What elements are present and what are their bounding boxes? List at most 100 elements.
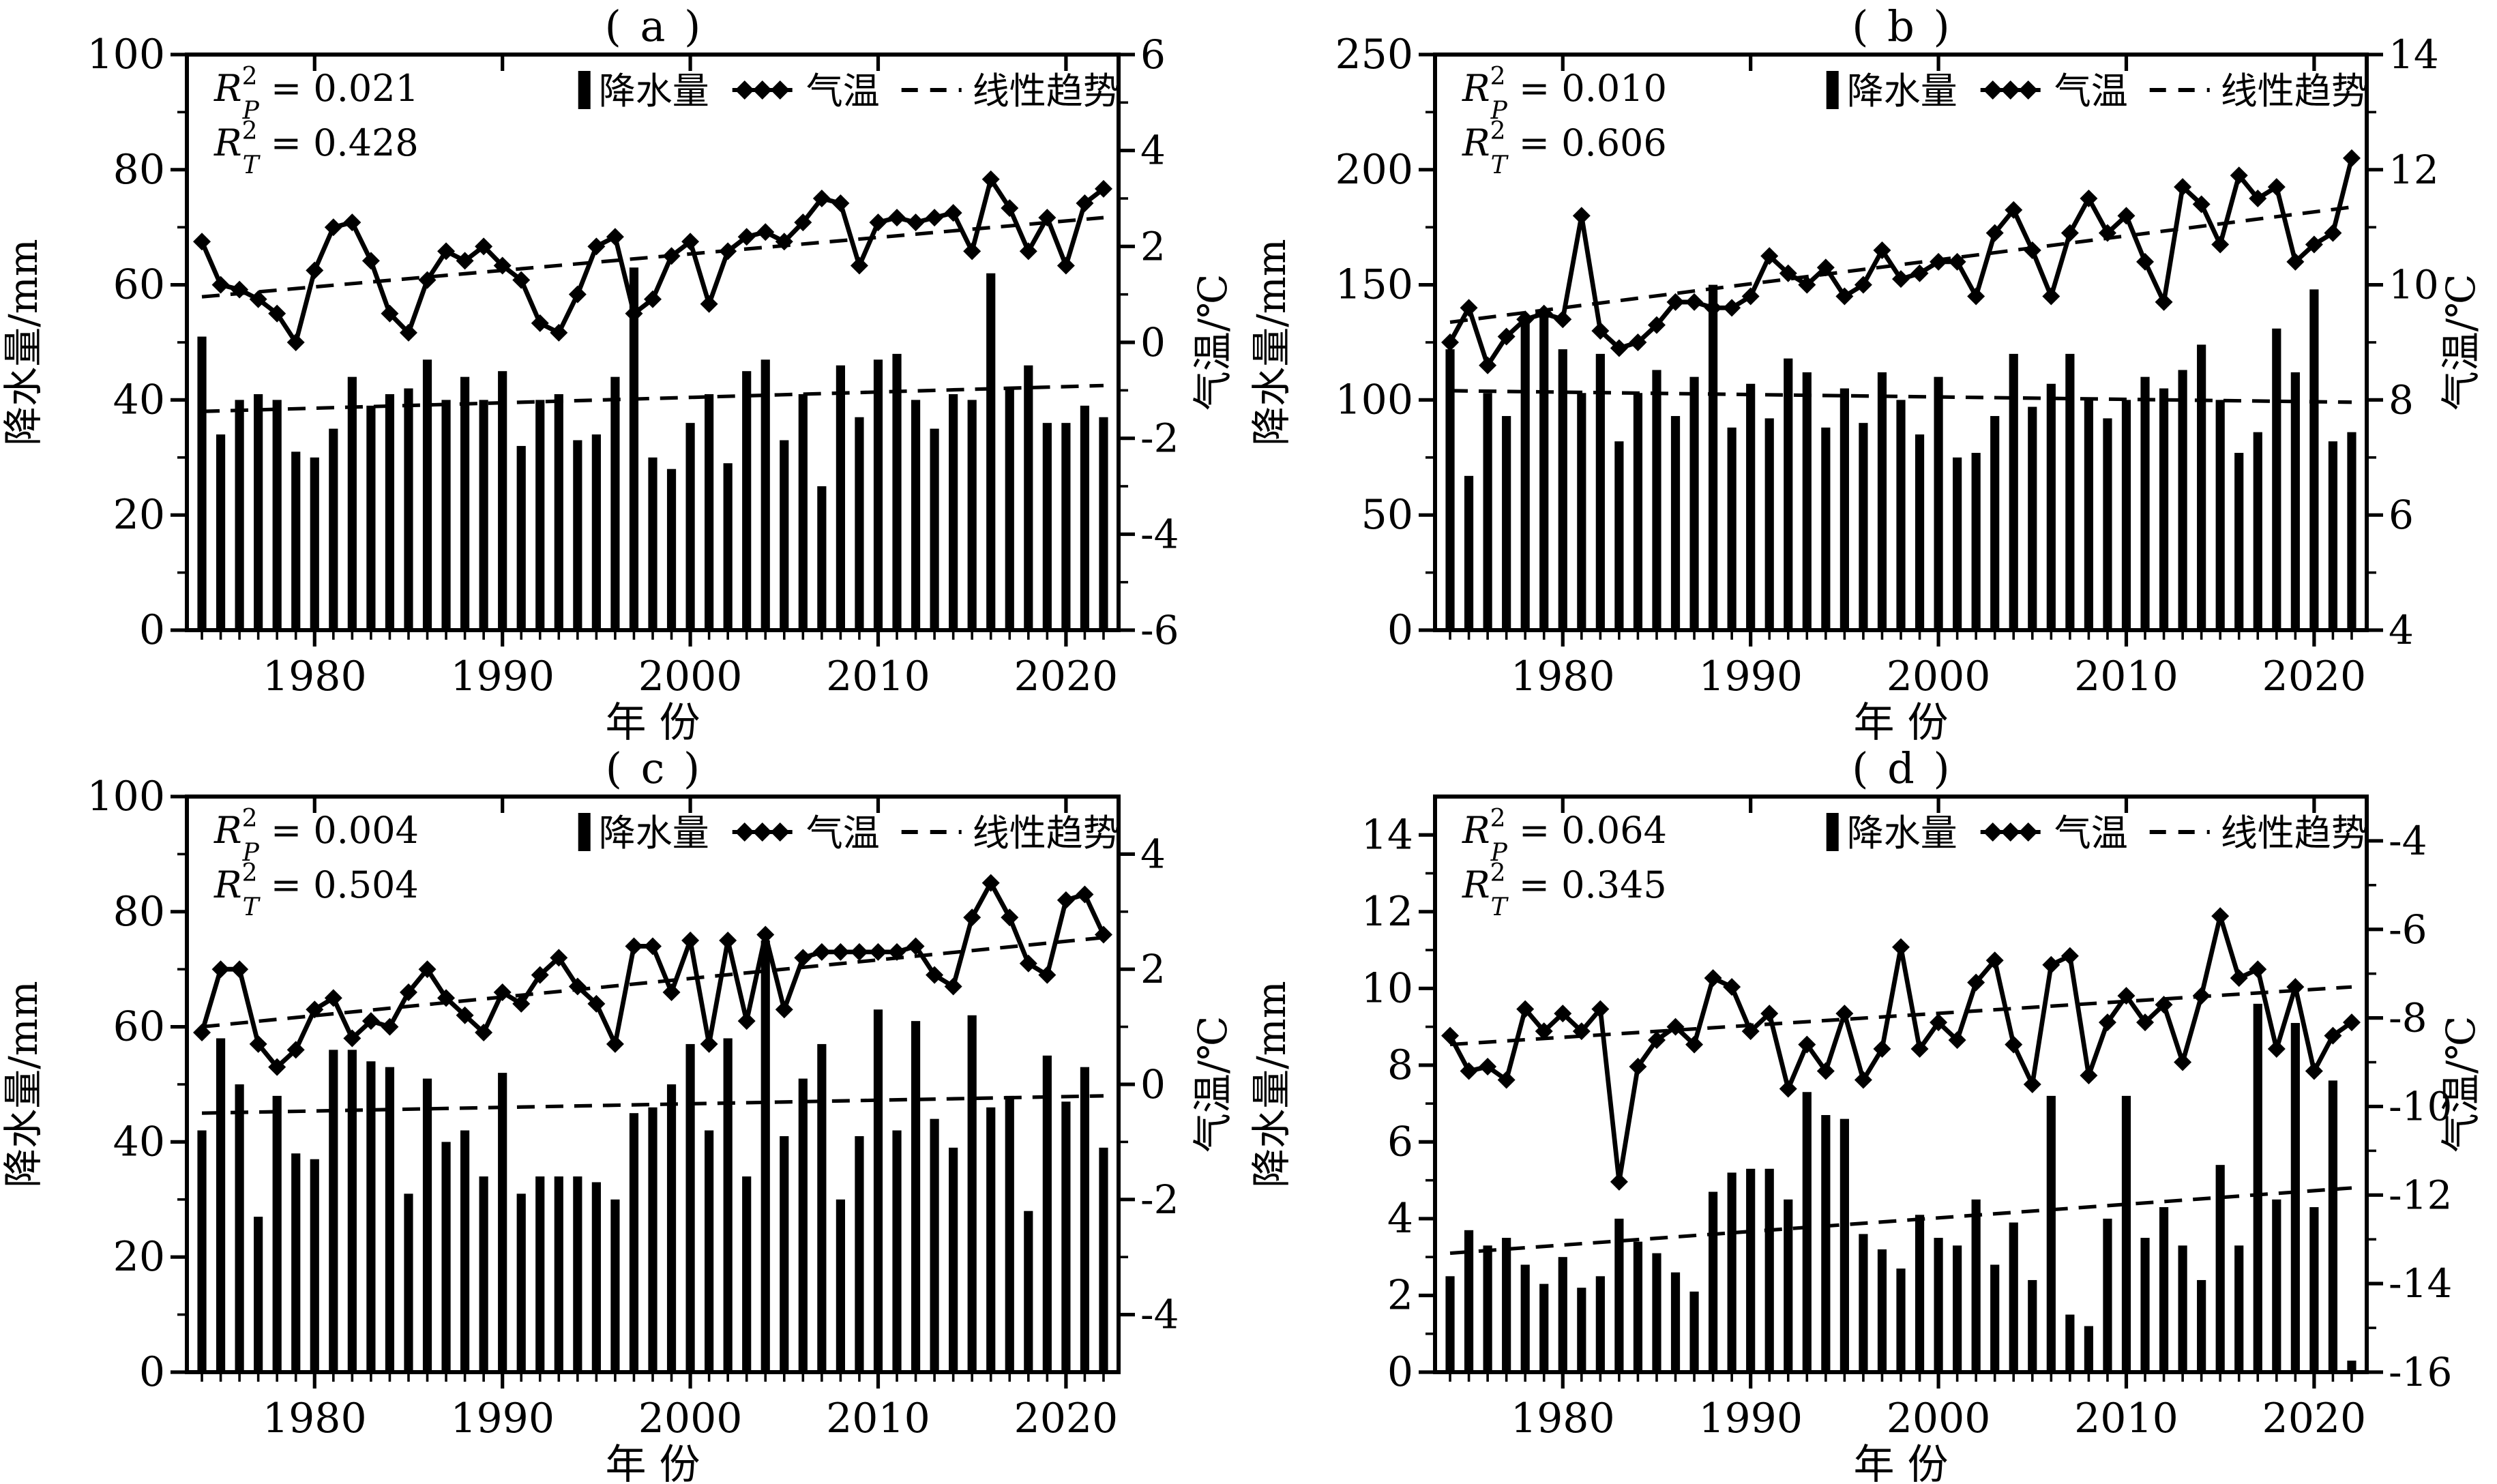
temp-point [775,233,793,251]
temp-point [625,937,643,955]
precip-bar [498,1073,507,1372]
right-axis-tick-label: 2 [1140,223,1166,269]
precip-bar [836,365,846,630]
temp-point [1572,207,1591,225]
temp-point [568,977,587,996]
precip-bar [911,1021,921,1372]
left-axis-tick-label: 4 [1387,1195,1413,1243]
precip-bar [2178,370,2187,630]
legend-temp-diamond-icon [735,80,754,100]
right-axis-tick-label: -14 [2389,1260,2452,1307]
legend-temp-diamond-icon [770,80,790,100]
temp-point [1910,1040,1929,1058]
precip-bar [1689,1291,1699,1372]
chart-c-precip-temp: 0 20 40 60 80 100 -4 -2 0 2 4 1980 1990 2000 2010 2020 降… [0,773,1236,1484]
precip-bar [2140,376,2150,630]
temp-point [1076,885,1094,904]
r-squared-annotation: R2 P = 0.064 [1462,805,1667,867]
temp-point [1572,1022,1591,1041]
legend-precip-swatch [1826,71,1839,109]
temp-point [1479,356,1497,374]
r-squared-annotation: R2 T = 0.428 [213,117,419,179]
precip-bar [1539,1283,1549,1372]
precip-bar [2215,1165,2225,1372]
legend-trend-label: 线性趋势 [2221,70,2368,113]
precip-bar [2028,406,2037,630]
temp-point [2023,1075,2041,1093]
precip-bar [2253,432,2262,630]
precip-bar [742,1176,752,1372]
temp-point [888,209,906,227]
precip-bar [723,1038,733,1372]
precip-bar [930,428,939,630]
x-axis-tick-label: 1990 [450,653,555,700]
temp-trend-line [201,216,1104,299]
precip-bar [1896,400,1906,630]
temp-point [700,295,718,313]
precip-bar [404,388,413,630]
panel-c-title: ( c ) [605,745,703,794]
precip-bar [554,1176,563,1372]
legend-trend-label: 线性趋势 [973,70,1120,113]
precip-bar [460,376,470,630]
temp-point [2324,1026,2342,1045]
chart-b-precip-temp: 0 50 100 150 200 250 4 6 8 10 12 14 1980 1990 2000 2010… [1248,31,2484,742]
right-axis-tick-label: 10 [2389,262,2439,308]
precip-trend-line [201,1094,1104,1115]
right-axis-tick-label: -10 [2389,1083,2452,1129]
precip-bar [1915,1215,1925,1372]
precip-bar [1099,1147,1108,1372]
precip-bar [1445,349,1455,630]
temp-point [550,323,568,342]
temp-point [926,966,944,984]
temp-point [2174,1053,2192,1071]
plot-area-b: 0 50 100 150 200 250 4 6 8 10 12 14 1980 1990 2000 2010… [1335,31,2438,700]
precip-bar [272,400,282,630]
precip-bar [2234,1245,2244,1372]
temp-point [1835,287,1854,306]
precip-bar [723,463,733,630]
panel-d-title: ( d ) [1852,745,1953,794]
left-axis-tick-label: 40 [113,376,165,424]
temp-point [1704,969,1722,988]
temp-point [1760,247,1779,265]
temp-point [1001,908,1019,927]
temp-markers [1441,907,2361,1191]
legend-temp-diamond-icon [752,80,772,100]
legend-temp-diamond-icon [1983,80,2003,100]
precip-bar [2028,1279,2037,1372]
precip-bar [1746,383,1756,630]
precip-bar [272,1095,282,1372]
right-axis-tick-label: -4 [1140,1292,1179,1338]
temp-point [2305,1062,2323,1080]
precip-bar [742,371,752,630]
temp-point [1629,1058,1647,1076]
precip-bar [892,1130,902,1372]
precip-bar [1614,441,1624,630]
precip-bar [798,394,808,630]
precip-bar [1859,1234,1868,1372]
precip-bar [949,394,958,630]
right-axis-tick-label: -2 [1140,415,1179,462]
temp-point [1760,1005,1779,1023]
precip-bar [2009,1222,2018,1372]
precip-bar [1971,453,1981,630]
precip-bar [1839,388,1849,630]
temp-point [812,943,831,961]
x-axis-tick-label: 2020 [2262,653,2367,700]
legend-temp-label: 气温 [806,70,880,113]
x-axis-tick-label: 2020 [1014,653,1119,700]
right-axis-tick-label: 14 [2389,31,2439,78]
legend-precip-label: 降水量 [1847,70,1957,113]
temp-point [512,994,531,1013]
temp-point [2342,1013,2361,1032]
temp-point [1967,973,1985,992]
precip-bar [705,1130,714,1372]
precip-bar [1042,1055,1052,1372]
temp-point [2230,969,2248,988]
left-axis-tick-label: 60 [113,1003,165,1051]
precip-bar [2121,1095,2131,1372]
precip-bar [2121,400,2131,630]
precip-bar [422,1078,432,1372]
